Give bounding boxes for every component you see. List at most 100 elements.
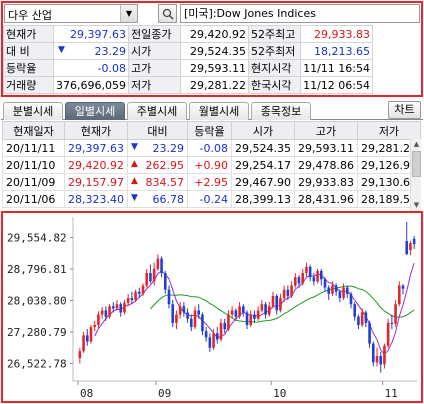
tab-monthly[interactable]: 월별시세 (189, 102, 249, 120)
info-row: 등락율 -0.08 고가 29,593.11 현지시각 11/11 16:54 (3, 59, 373, 77)
cell-date: 20/11/10 (2, 156, 65, 174)
tab-minute[interactable]: 분별시세 (3, 102, 63, 120)
cell-low: 29,126.99 (356, 156, 421, 174)
tab-info[interactable]: 종목정보 (251, 102, 311, 120)
cell-price: 28,323.40 (64, 190, 128, 208)
candle-body (316, 270, 319, 282)
candle-body (401, 285, 405, 289)
info-value-text: 29,281.22 (190, 78, 246, 92)
info-label-text: 등락율 (6, 62, 37, 75)
cell-open: 29,467.90 (230, 173, 295, 191)
info-label-text: 대 비 (6, 45, 30, 58)
down-arrow-icon: ▼ (58, 44, 65, 55)
candle-body (275, 295, 279, 311)
cell-text: 20/11/06 (6, 192, 56, 206)
cell-price: 29,397.63 (64, 139, 128, 157)
cell-rate: -0.08 (186, 139, 232, 157)
candle-body (412, 238, 416, 245)
candle-body (201, 314, 204, 332)
info-label: 현지시각 (247, 59, 301, 77)
table-row[interactable]: 20/11/10 29,420.92 ▲ 262.95 +0.90 29,254.17 29… (2, 156, 421, 174)
cell-text: 29,397.63 (68, 141, 124, 155)
candle-body (145, 273, 149, 286)
index-category-select[interactable]: 다우 산업 ▼ (4, 4, 138, 23)
scroll-up-icon[interactable]: ▲ (413, 140, 420, 148)
info-value-text: 29,593.11 (190, 61, 246, 75)
column-header[interactable]: 현재일자 (2, 121, 65, 140)
candle-body (305, 266, 308, 274)
candle-body (126, 297, 130, 303)
scroll-down-icon[interactable]: ▼ (413, 201, 420, 209)
cell-diff: ▼ 23.29 (126, 139, 188, 157)
cell-text: 29,524.35 (234, 141, 291, 155)
table-row[interactable]: 20/11/06 28,323.40 ▼ 66.78 -0.24 28,399.13 28,… (2, 190, 421, 208)
info-value-text: 11/12 06:54 (303, 78, 370, 92)
candlestick-chart[interactable]: 29,554.82 28,796.81 28,038.80 27,280.79 26,5… (3, 213, 421, 401)
candle-body (137, 291, 141, 294)
chart-button[interactable]: 차트 (388, 101, 421, 119)
candle-body (264, 304, 267, 315)
info-label-text: 고가 (130, 62, 152, 75)
cell-text: 23.29 (152, 141, 184, 155)
candle-body (386, 322, 390, 346)
info-value: 376,696,059 (53, 76, 129, 94)
column-header[interactable]: 고가 (293, 121, 358, 140)
candle-body (85, 335, 89, 342)
down-arrow-icon: ▼ (130, 141, 138, 152)
candle-body (286, 289, 290, 296)
info-label: 52주최저 (247, 42, 301, 60)
cell-text: 262.95 (145, 158, 184, 172)
cell-text: +2.95 (194, 175, 228, 189)
candle-body (368, 322, 371, 344)
search-button[interactable] (158, 4, 177, 23)
cell-text: 29,126.99 (360, 158, 417, 172)
cell-text: 28,399.13 (234, 192, 291, 206)
scroll-thumb[interactable] (412, 151, 421, 177)
candle-body (338, 291, 342, 298)
cell-text: +0.90 (194, 158, 228, 172)
cell-date: 20/11/09 (2, 173, 65, 191)
column-header[interactable]: 대비 (126, 121, 188, 140)
up-arrow-icon: ▲ (130, 158, 138, 169)
y-tick-label: 28,038.80 (7, 295, 67, 308)
column-header[interactable]: 저가 (356, 121, 421, 140)
tab-weekly[interactable]: 주별시세 (127, 102, 187, 120)
info-value: -0.08 (53, 59, 129, 77)
column-header[interactable]: 시가 (230, 121, 295, 140)
candle-body (175, 314, 178, 323)
info-label-text: 저가 (130, 79, 152, 92)
cell-rate: -0.24 (186, 190, 232, 208)
candle-body (312, 277, 316, 282)
tab-daily[interactable]: 일별시세 (65, 102, 125, 120)
candle-body (293, 277, 297, 286)
index-name-field[interactable]: [미국]:Dow Jones Indices (180, 4, 420, 23)
table-row[interactable]: 20/11/11 29,397.63 ▼ 23.29 -0.08 29,524.35 29,… (2, 139, 421, 157)
info-value: 29,420.92 (179, 25, 249, 43)
cell-price: 29,420.92 (64, 156, 128, 174)
candle-body (371, 343, 375, 363)
column-header[interactable]: 등락율 (186, 121, 232, 140)
table-row[interactable]: 20/11/09 29,157.97 ▲ 834.57 +2.95 29,467.90 29… (2, 173, 421, 191)
x-tick-label: 09 (158, 387, 171, 400)
index-category-value: 다우 산업 (8, 9, 52, 22)
candle-body (215, 333, 219, 340)
candle-body (130, 297, 134, 301)
chevron-down-icon[interactable]: ▼ (120, 5, 137, 22)
y-tick-label: 26,522.78 (7, 357, 67, 370)
info-value-text: 23.29 (94, 44, 126, 58)
candle-body (238, 306, 241, 317)
moving-average-long-line (150, 285, 415, 323)
candle-body (204, 331, 208, 338)
cell-date: 20/11/06 (2, 190, 65, 208)
info-value-text: 376,696,059 (56, 78, 126, 92)
info-label: 현재가 (3, 25, 54, 43)
candle-body (219, 322, 223, 340)
cell-high: 29,933.83 (293, 173, 358, 191)
search-row: 다우 산업 ▼ [미국]:Dow Jones Indices (4, 4, 420, 24)
candle-body (212, 333, 215, 348)
table-scrollbar[interactable]: ▲ ▼ (410, 139, 421, 211)
x-tick-label: 10 (273, 387, 286, 400)
column-header[interactable]: 현재가 (64, 121, 128, 140)
info-label-text: 거래량 (6, 79, 37, 92)
cell-text: 29,130.66 (360, 175, 417, 189)
